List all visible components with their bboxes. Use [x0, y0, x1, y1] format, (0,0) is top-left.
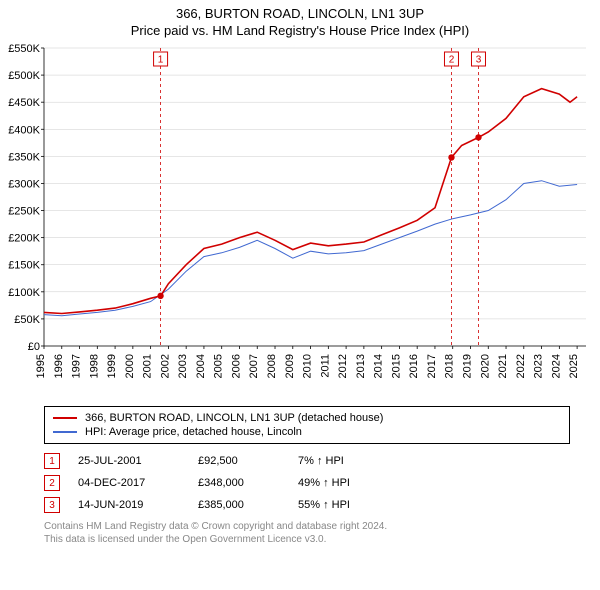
svg-text:2002: 2002 — [159, 354, 171, 378]
legend-row: 366, BURTON ROAD, LINCOLN, LN1 3UP (deta… — [53, 411, 561, 425]
svg-text:2013: 2013 — [355, 354, 367, 378]
svg-text:2004: 2004 — [195, 354, 207, 378]
sale-marker-icon: 3 — [44, 497, 60, 513]
svg-text:2017: 2017 — [426, 354, 438, 378]
svg-text:3: 3 — [476, 55, 482, 66]
svg-text:2014: 2014 — [373, 354, 385, 378]
legend-swatch — [53, 431, 77, 433]
svg-text:£50K: £50K — [14, 314, 40, 326]
svg-text:2010: 2010 — [302, 354, 314, 378]
svg-text:1997: 1997 — [71, 354, 83, 378]
chart-legend: 366, BURTON ROAD, LINCOLN, LN1 3UP (deta… — [44, 406, 570, 444]
svg-text:2025: 2025 — [568, 354, 580, 378]
price-chart: £0 £50K £100K £150K £200K £250K £300K £350K £400… — [0, 42, 600, 402]
title-line-2: Price paid vs. HM Land Registry's House … — [0, 23, 600, 38]
svg-text:£200K: £200K — [8, 233, 40, 245]
svg-text:2022: 2022 — [515, 354, 527, 378]
svg-text:2021: 2021 — [497, 354, 509, 378]
legend-label: HPI: Average price, detached house, Linc… — [85, 426, 302, 438]
footer-line-1: Contains HM Land Registry data © Crown c… — [44, 520, 570, 533]
svg-text:£450K: £450K — [8, 97, 40, 109]
svg-text:2016: 2016 — [408, 354, 420, 378]
svg-text:2006: 2006 — [230, 354, 242, 378]
title-line-1: 366, BURTON ROAD, LINCOLN, LN1 3UP — [0, 6, 600, 21]
sale-diff: 49% ↑ HPI — [298, 477, 398, 489]
svg-text:2018: 2018 — [444, 354, 456, 378]
svg-text:£150K: £150K — [8, 260, 40, 272]
sales-table: 1 25-JUL-2001 £92,500 7% ↑ HPI 2 04-DEC-… — [44, 450, 570, 516]
svg-text:1999: 1999 — [106, 354, 118, 378]
sale-price: £385,000 — [198, 499, 298, 511]
svg-text:2019: 2019 — [461, 354, 473, 378]
svg-text:1998: 1998 — [88, 354, 100, 378]
sale-row: 1 25-JUL-2001 £92,500 7% ↑ HPI — [44, 450, 570, 472]
svg-text:2024: 2024 — [550, 354, 562, 378]
svg-text:£500K: £500K — [8, 70, 40, 82]
sale-date: 25-JUL-2001 — [78, 455, 198, 467]
sale-row: 2 04-DEC-2017 £348,000 49% ↑ HPI — [44, 472, 570, 494]
svg-text:2001: 2001 — [142, 354, 154, 378]
svg-text:2: 2 — [449, 55, 455, 66]
svg-text:2009: 2009 — [284, 354, 296, 378]
svg-text:£250K: £250K — [8, 206, 40, 218]
footer-line-2: This data is licensed under the Open Gov… — [44, 533, 570, 546]
sale-row: 3 14-JUN-2019 £385,000 55% ↑ HPI — [44, 494, 570, 516]
sale-price: £348,000 — [198, 477, 298, 489]
chart-title-block: 366, BURTON ROAD, LINCOLN, LN1 3UP Price… — [0, 0, 600, 42]
svg-text:2023: 2023 — [533, 354, 545, 378]
svg-text:1: 1 — [158, 55, 164, 66]
svg-text:£300K: £300K — [8, 178, 40, 190]
sale-date: 14-JUN-2019 — [78, 499, 198, 511]
sale-diff: 55% ↑ HPI — [298, 499, 398, 511]
svg-text:2007: 2007 — [248, 354, 260, 378]
svg-text:2003: 2003 — [177, 354, 189, 378]
svg-text:£550K: £550K — [8, 43, 40, 55]
svg-text:£350K: £350K — [8, 151, 40, 163]
sale-marker-icon: 2 — [44, 475, 60, 491]
svg-text:£0: £0 — [28, 341, 40, 353]
svg-text:2012: 2012 — [337, 354, 349, 378]
sale-price: £92,500 — [198, 455, 298, 467]
legend-swatch — [53, 417, 77, 419]
svg-text:2011: 2011 — [319, 354, 331, 378]
svg-text:1995: 1995 — [35, 354, 47, 378]
svg-text:1996: 1996 — [53, 354, 65, 378]
svg-text:£400K: £400K — [8, 124, 40, 136]
sale-diff: 7% ↑ HPI — [298, 455, 398, 467]
sale-date: 04-DEC-2017 — [78, 477, 198, 489]
sale-marker-icon: 1 — [44, 453, 60, 469]
svg-text:2005: 2005 — [213, 354, 225, 378]
svg-text:2020: 2020 — [479, 354, 491, 378]
legend-label: 366, BURTON ROAD, LINCOLN, LN1 3UP (deta… — [85, 412, 383, 424]
svg-text:£100K: £100K — [8, 287, 40, 299]
legend-row: HPI: Average price, detached house, Linc… — [53, 425, 561, 439]
svg-text:2015: 2015 — [390, 354, 402, 378]
footer-attribution: Contains HM Land Registry data © Crown c… — [44, 520, 570, 546]
svg-text:2008: 2008 — [266, 354, 278, 378]
svg-text:2000: 2000 — [124, 354, 136, 378]
